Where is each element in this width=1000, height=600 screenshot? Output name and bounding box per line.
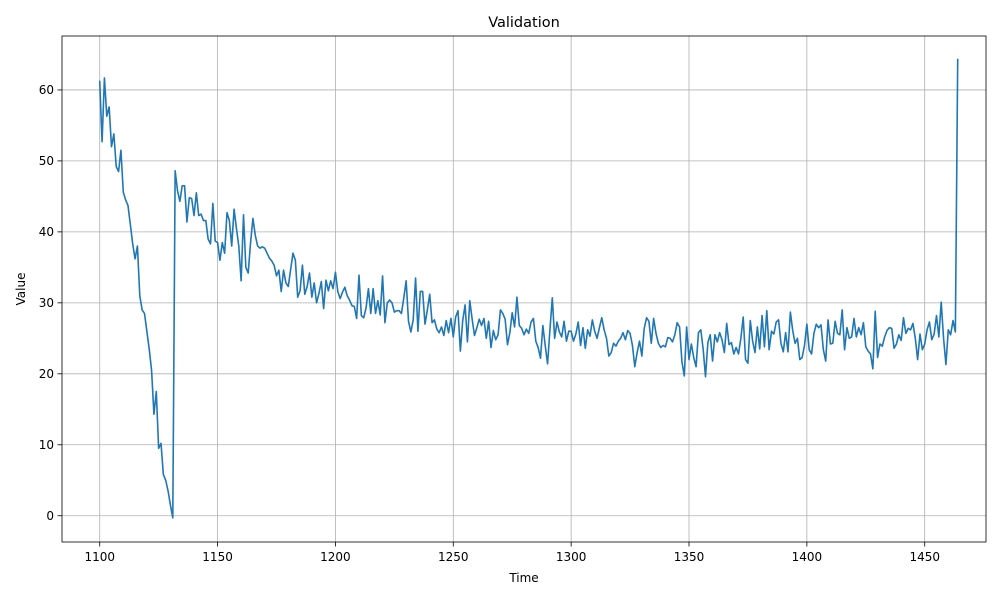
y-tick-label: 10: [39, 438, 54, 452]
y-tick-label: 40: [39, 225, 54, 239]
x-tick-label: 1250: [438, 550, 469, 564]
y-tick-label: 50: [39, 154, 54, 168]
x-tick-label: 1350: [674, 550, 705, 564]
plot-frame: [61, 35, 987, 543]
y-tick-label: 60: [39, 83, 54, 97]
x-axis-label: Time: [508, 571, 538, 585]
series-line: [98, 58, 959, 519]
y-tick-label: 30: [39, 296, 54, 310]
x-tick-label: 1300: [556, 550, 587, 564]
y-tick-label: 20: [39, 367, 54, 381]
series-layer: [98, 58, 959, 519]
y-axis-ticks: 0 10 20 30 40 50 60: [39, 83, 62, 523]
chart-title: Validation: [488, 15, 560, 31]
x-tick-label: 1150: [202, 550, 233, 564]
grid-lines: [62, 36, 986, 542]
x-tick-label: 1200: [320, 550, 351, 564]
x-tick-label: 1100: [84, 550, 115, 564]
x-tick-label: 1400: [792, 550, 823, 564]
x-axis-ticks: 1100 1150 1200 1250 1300 1350 1400 1450: [84, 542, 940, 564]
y-axis-label: Value: [14, 273, 28, 306]
x-tick-label: 1450: [909, 550, 940, 564]
y-tick-label: 0: [46, 509, 54, 523]
